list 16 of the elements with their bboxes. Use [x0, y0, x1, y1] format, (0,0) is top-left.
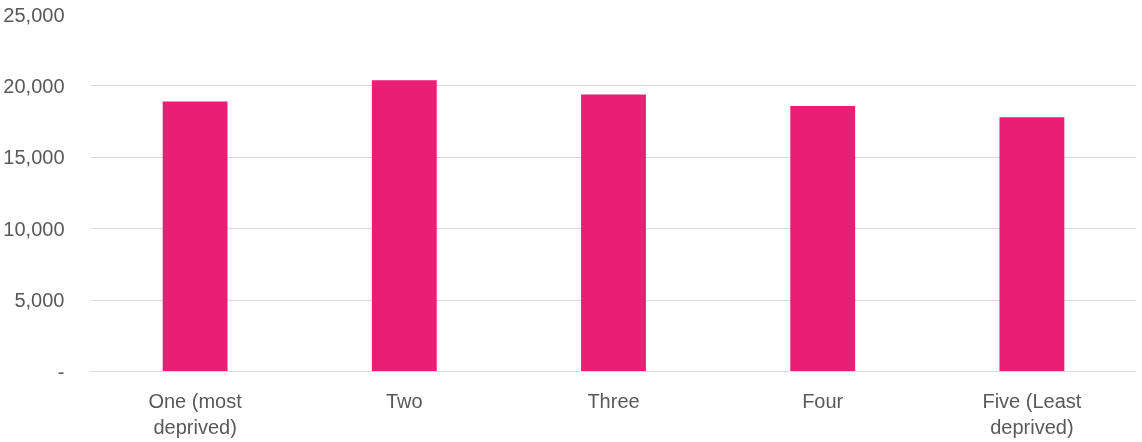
y-tick-label: -: [57, 360, 65, 383]
y-tick-label: 20,000: [3, 74, 65, 97]
bar: [790, 105, 856, 372]
x-tick-label: One (most deprived): [148, 389, 243, 438]
x-tick-label: Two: [385, 389, 423, 412]
bar: [371, 80, 437, 372]
bar: [581, 94, 646, 372]
bar: [162, 101, 228, 372]
y-tick-label: 5,000: [14, 289, 65, 312]
bar: [999, 117, 1065, 372]
x-tick-label: Three: [587, 389, 640, 412]
y-tick-label: 15,000: [3, 146, 65, 169]
y-tick-label: 25,000: [3, 3, 65, 26]
y-tick-label: 10,000: [3, 217, 65, 240]
x-tick-label: Five (Least deprived): [982, 389, 1082, 438]
x-tick-label: Four: [802, 389, 844, 412]
